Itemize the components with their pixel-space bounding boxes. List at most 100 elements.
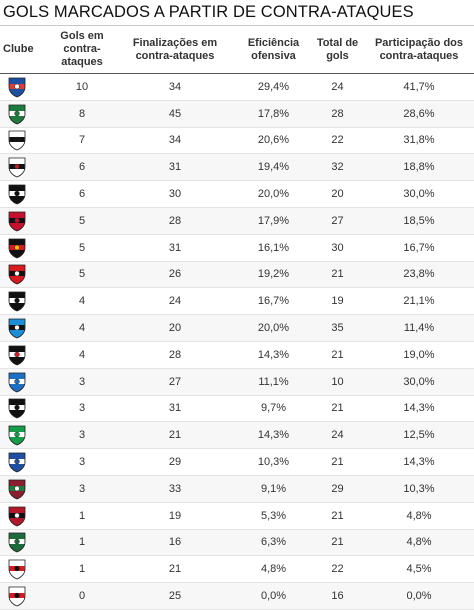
cell-offensive-efficiency: 17,8% — [236, 100, 311, 128]
cell-total-goals: 21 — [311, 395, 364, 423]
cell-offensive-efficiency: 16,7% — [236, 287, 311, 316]
cell-counterattack-goals: 7 — [50, 127, 114, 155]
table-row: 3 29 10,3% 21 14,3% — [0, 448, 474, 476]
cell-counterattack-goals: 5 — [50, 261, 114, 289]
title-divider — [0, 25, 474, 26]
ponte-preta-crest-icon — [6, 183, 28, 205]
cell-counterattack-shots: 29 — [114, 448, 236, 476]
bahia-crest-icon — [6, 76, 28, 98]
cell-counterattack-share: 16,7% — [364, 234, 474, 262]
cell-offensive-efficiency: 20,6% — [236, 127, 311, 155]
cell-counterattack-share: 10,3% — [364, 475, 474, 503]
atletico-mg-crest-icon — [6, 290, 28, 312]
palmeiras-crest-icon — [6, 103, 28, 125]
cell-counterattack-goals: 0 — [50, 582, 114, 610]
table-row: 4 24 16,7% 19 21,1% — [0, 287, 474, 316]
cell-counterattack-share: 18,5% — [364, 207, 474, 235]
cell-offensive-efficiency: 17,9% — [236, 207, 311, 235]
page-title: GOLS MARCADOS A PARTIR DE CONTRA-ATAQUES — [3, 3, 414, 21]
cell-club — [0, 395, 50, 423]
cell-club — [0, 207, 50, 235]
cell-total-goals: 21 — [311, 529, 364, 557]
cell-counterattack-shots: 21 — [114, 421, 236, 450]
cell-counterattack-shots: 31 — [114, 395, 236, 423]
cell-club — [0, 529, 50, 557]
cell-counterattack-shots: 33 — [114, 475, 236, 503]
cell-counterattack-share: 41,7% — [364, 73, 474, 101]
cell-counterattack-goals: 6 — [50, 180, 114, 208]
cell-total-goals: 24 — [311, 73, 364, 101]
table-row: 3 21 14,3% 24 12,5% — [0, 421, 474, 450]
cell-counterattack-goals: 5 — [50, 234, 114, 262]
cell-total-goals: 16 — [311, 582, 364, 610]
cell-club — [0, 475, 50, 503]
cell-counterattack-shots: 16 — [114, 529, 236, 557]
gremio-crest-icon — [6, 317, 28, 339]
cruzeiro-crest-icon — [6, 451, 28, 473]
cell-offensive-efficiency: 11,1% — [236, 368, 311, 396]
table-row: 3 33 9,1% 29 10,3% — [0, 475, 474, 503]
table-row: 5 26 19,2% 21 23,8% — [0, 261, 474, 289]
cell-counterattack-shots: 34 — [114, 73, 236, 101]
cell-counterattack-share: 23,8% — [364, 261, 474, 289]
cell-offensive-efficiency: 9,7% — [236, 395, 311, 423]
cell-counterattack-share: 19,0% — [364, 341, 474, 369]
cell-total-goals: 27 — [311, 207, 364, 235]
cell-counterattack-goals: 3 — [50, 475, 114, 503]
table-row: 6 30 20,0% 20 30,0% — [0, 180, 474, 208]
header-total-goals: Total de gols — [311, 26, 364, 74]
cell-club — [0, 153, 50, 182]
cell-club — [0, 341, 50, 369]
cell-club — [0, 287, 50, 316]
header-counterattack-goals: Gols em contra-ataques — [50, 26, 114, 74]
vitoria-crest-icon — [6, 263, 28, 285]
cell-counterattack-share: 30,0% — [364, 368, 474, 396]
cell-club — [0, 448, 50, 476]
cell-club — [0, 368, 50, 396]
cell-counterattack-share: 18,8% — [364, 153, 474, 182]
table-row: 4 20 20,0% 35 11,4% — [0, 314, 474, 342]
cell-counterattack-share: 4,8% — [364, 529, 474, 557]
cell-offensive-efficiency: 19,2% — [236, 261, 311, 289]
cell-club — [0, 100, 50, 128]
cell-counterattack-share: 11,4% — [364, 314, 474, 342]
flamengo-crest-icon — [6, 210, 28, 232]
cell-counterattack-shots: 45 — [114, 100, 236, 128]
cell-counterattack-share: 4,5% — [364, 555, 474, 584]
cell-total-goals: 20 — [311, 180, 364, 208]
cell-counterattack-goals: 6 — [50, 153, 114, 182]
table-row: 4 28 14,3% 21 19,0% — [0, 341, 474, 369]
cell-counterattack-goals: 4 — [50, 287, 114, 316]
cell-club — [0, 234, 50, 262]
cell-counterattack-share: 14,3% — [364, 395, 474, 423]
avai-crest-icon — [6, 371, 28, 393]
atletico-go-crest-icon — [6, 585, 28, 607]
cell-total-goals: 30 — [311, 234, 364, 262]
cell-total-goals: 19 — [311, 287, 364, 316]
cell-total-goals: 29 — [311, 475, 364, 503]
cell-counterattack-shots: 21 — [114, 555, 236, 584]
cell-total-goals: 35 — [311, 314, 364, 342]
cell-counterattack-shots: 24 — [114, 287, 236, 316]
cell-offensive-efficiency: 0,0% — [236, 582, 311, 610]
table-row: 8 45 17,8% 28 28,6% — [0, 100, 474, 128]
cell-total-goals: 10 — [311, 368, 364, 396]
table-row: 5 31 16,1% 30 16,7% — [0, 234, 474, 262]
cell-counterattack-share: 12,5% — [364, 421, 474, 450]
cell-club — [0, 582, 50, 610]
cell-counterattack-goals: 1 — [50, 529, 114, 557]
cell-counterattack-shots: 31 — [114, 153, 236, 182]
cell-total-goals: 21 — [311, 502, 364, 530]
cell-club — [0, 261, 50, 289]
table-row: 1 16 6,3% 21 4,8% — [0, 529, 474, 557]
cell-offensive-efficiency: 10,3% — [236, 448, 311, 476]
coritiba-crest-icon — [6, 531, 28, 553]
table-row: 1 21 4,8% 22 4,5% — [0, 555, 474, 584]
table-row: 0 25 0,0% 16 0,0% — [0, 582, 474, 610]
botafogo-crest-icon — [6, 397, 28, 419]
cell-counterattack-goals: 8 — [50, 100, 114, 128]
cell-counterattack-goals: 3 — [50, 448, 114, 476]
counterattack-goals-table: Clube Gols em contra-ataques Finalizaçõe… — [0, 26, 474, 610]
fluminense-crest-icon — [6, 478, 28, 500]
cell-total-goals: 22 — [311, 127, 364, 155]
